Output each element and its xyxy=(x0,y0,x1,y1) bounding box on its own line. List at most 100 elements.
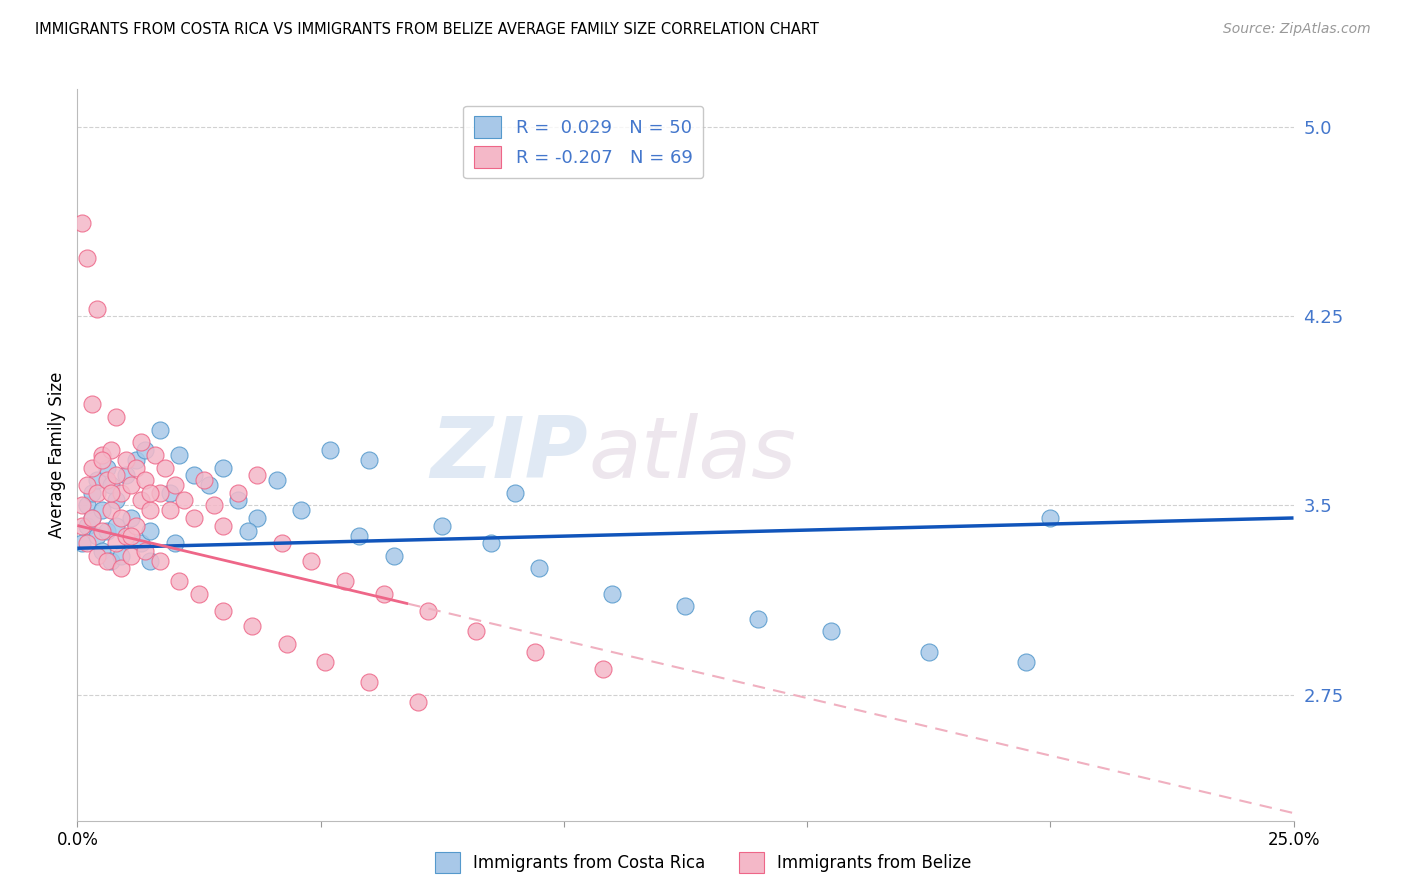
Point xyxy=(96,473,118,487)
Point xyxy=(159,485,181,500)
Point xyxy=(359,453,381,467)
Point xyxy=(173,493,195,508)
Point xyxy=(80,485,103,500)
Point xyxy=(105,518,128,533)
Point xyxy=(1015,655,1038,669)
Point xyxy=(465,624,488,639)
Point xyxy=(86,473,108,487)
Point xyxy=(226,485,249,500)
Point xyxy=(100,503,122,517)
Point xyxy=(266,473,288,487)
Point xyxy=(918,645,941,659)
Point xyxy=(163,478,186,492)
Point xyxy=(163,536,186,550)
Point xyxy=(86,549,108,563)
Point xyxy=(110,561,132,575)
Point xyxy=(202,499,225,513)
Text: atlas: atlas xyxy=(588,413,796,497)
Point xyxy=(129,536,152,550)
Point xyxy=(479,536,502,550)
Point xyxy=(246,468,269,483)
Point xyxy=(319,442,342,457)
Point xyxy=(105,410,128,425)
Point xyxy=(359,674,381,689)
Point xyxy=(76,478,98,492)
Point xyxy=(242,619,264,633)
Point xyxy=(270,536,292,550)
Point xyxy=(820,624,842,639)
Point xyxy=(373,587,395,601)
Point xyxy=(139,503,162,517)
Point xyxy=(314,655,336,669)
Point xyxy=(193,473,215,487)
Point xyxy=(675,599,697,614)
Point xyxy=(125,453,148,467)
Point xyxy=(76,518,98,533)
Point xyxy=(169,574,191,588)
Point xyxy=(212,518,235,533)
Point xyxy=(115,468,138,483)
Point xyxy=(90,503,112,517)
Point xyxy=(406,695,429,709)
Point xyxy=(139,524,162,538)
Point xyxy=(149,554,172,568)
Point xyxy=(86,485,108,500)
Point xyxy=(134,473,156,487)
Point xyxy=(134,543,156,558)
Point xyxy=(110,549,132,563)
Point xyxy=(276,637,298,651)
Point xyxy=(90,448,112,462)
Legend: Immigrants from Costa Rica, Immigrants from Belize: Immigrants from Costa Rica, Immigrants f… xyxy=(427,846,979,880)
Point xyxy=(76,251,98,265)
Point xyxy=(149,423,172,437)
Point xyxy=(120,511,142,525)
Point xyxy=(90,453,112,467)
Point xyxy=(80,460,103,475)
Point xyxy=(747,612,769,626)
Point xyxy=(139,554,162,568)
Point xyxy=(100,554,122,568)
Point xyxy=(70,216,93,230)
Point xyxy=(523,645,546,659)
Point xyxy=(90,524,112,538)
Point xyxy=(105,468,128,483)
Point xyxy=(129,435,152,450)
Point xyxy=(236,524,259,538)
Point xyxy=(115,528,138,542)
Point xyxy=(592,662,614,676)
Point xyxy=(120,549,142,563)
Point xyxy=(290,503,312,517)
Point xyxy=(159,503,181,517)
Point xyxy=(120,478,142,492)
Point xyxy=(299,554,322,568)
Point xyxy=(100,478,122,492)
Point xyxy=(143,448,166,462)
Point xyxy=(430,518,453,533)
Point xyxy=(602,587,624,601)
Point xyxy=(183,511,205,525)
Point xyxy=(125,460,148,475)
Point xyxy=(349,528,371,542)
Point xyxy=(120,528,142,542)
Point xyxy=(100,485,122,500)
Text: IMMIGRANTS FROM COSTA RICA VS IMMIGRANTS FROM BELIZE AVERAGE FAMILY SIZE CORRELA: IMMIGRANTS FROM COSTA RICA VS IMMIGRANTS… xyxy=(35,22,820,37)
Point xyxy=(226,493,249,508)
Point xyxy=(134,442,156,457)
Point xyxy=(70,499,93,513)
Point xyxy=(115,453,138,467)
Point xyxy=(70,536,93,550)
Point xyxy=(529,561,551,575)
Point xyxy=(96,524,118,538)
Point xyxy=(110,485,132,500)
Point xyxy=(139,485,162,500)
Point xyxy=(212,604,235,618)
Point xyxy=(105,536,128,550)
Y-axis label: Average Family Size: Average Family Size xyxy=(48,372,66,538)
Point xyxy=(96,554,118,568)
Point xyxy=(503,485,526,500)
Point xyxy=(80,397,103,411)
Text: Source: ZipAtlas.com: Source: ZipAtlas.com xyxy=(1223,22,1371,37)
Point xyxy=(1039,511,1062,525)
Point xyxy=(382,549,405,563)
Point xyxy=(129,493,152,508)
